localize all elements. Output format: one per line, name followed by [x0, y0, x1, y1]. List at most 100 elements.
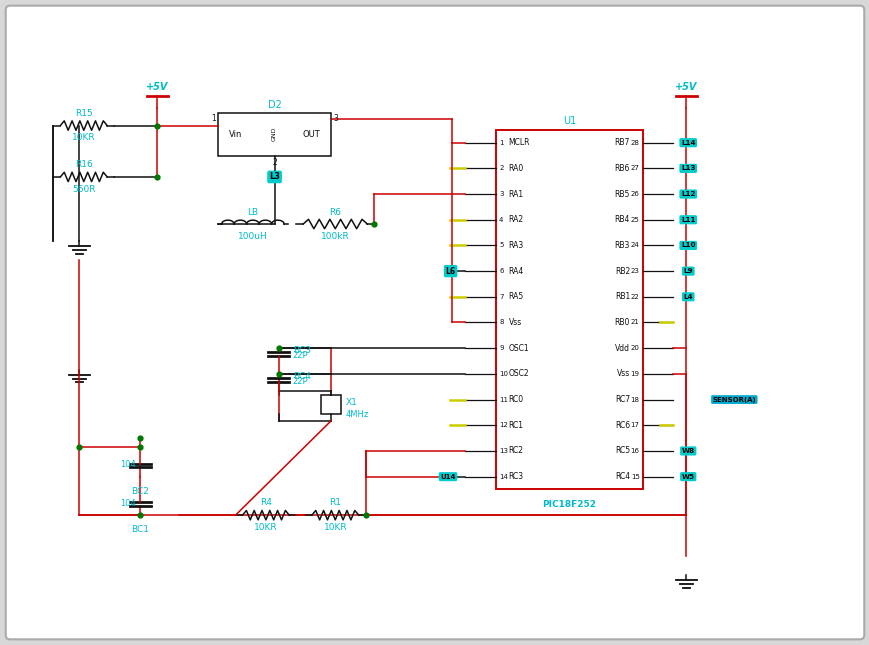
Text: RC0: RC0	[508, 395, 523, 404]
Text: RA3: RA3	[508, 241, 523, 250]
Text: U14: U14	[440, 473, 455, 480]
Text: Vin: Vin	[229, 130, 242, 139]
Text: 2: 2	[272, 158, 276, 167]
Text: 20: 20	[630, 345, 639, 351]
Text: 18: 18	[630, 397, 639, 402]
Text: 24: 24	[630, 243, 639, 248]
Text: L3: L3	[269, 172, 280, 181]
FancyBboxPatch shape	[6, 6, 863, 639]
Text: 1: 1	[499, 140, 503, 146]
Text: 15: 15	[630, 473, 639, 480]
Text: OSC1: OSC1	[508, 344, 528, 353]
Text: BC2: BC2	[131, 487, 149, 496]
Text: GND: GND	[272, 127, 276, 141]
Text: 104: 104	[120, 499, 136, 508]
Text: 4: 4	[499, 217, 503, 223]
Bar	[320, 395, 341, 414]
Text: 560R: 560R	[72, 184, 96, 194]
Bar	[495, 130, 642, 490]
Text: W5: W5	[681, 473, 694, 480]
Text: 11: 11	[499, 397, 507, 402]
Text: 12: 12	[499, 422, 507, 428]
Text: 8: 8	[499, 319, 503, 326]
Text: RC2: RC2	[508, 446, 523, 455]
Text: OUT: OUT	[302, 130, 320, 139]
Text: RB7: RB7	[614, 138, 629, 147]
Text: R4: R4	[260, 499, 271, 508]
Text: RB3: RB3	[614, 241, 629, 250]
Text: 10KR: 10KR	[254, 523, 277, 532]
Text: RC5: RC5	[614, 446, 629, 455]
Text: 26: 26	[630, 191, 639, 197]
Text: 10: 10	[499, 371, 507, 377]
Text: 22P: 22P	[293, 352, 308, 361]
Text: PIC18F252: PIC18F252	[541, 500, 596, 509]
Text: MCLR: MCLR	[508, 138, 529, 147]
Text: 2: 2	[499, 165, 503, 172]
Text: RB4: RB4	[614, 215, 629, 224]
Text: L12: L12	[680, 191, 694, 197]
Text: Vss: Vss	[616, 370, 629, 379]
Text: L10: L10	[680, 243, 694, 248]
Text: RA5: RA5	[508, 292, 523, 301]
Text: SENSOR(A): SENSOR(A)	[712, 397, 755, 402]
Text: L4: L4	[683, 294, 693, 300]
Text: 10KR: 10KR	[323, 523, 347, 532]
Text: +5V: +5V	[674, 82, 697, 92]
Text: 27: 27	[630, 165, 639, 172]
Text: RA1: RA1	[508, 190, 523, 199]
Text: 28: 28	[630, 140, 639, 146]
Text: L11: L11	[680, 217, 694, 223]
Text: 17: 17	[630, 422, 639, 428]
Text: RB0: RB0	[614, 318, 629, 327]
Text: +5V: +5V	[146, 82, 169, 92]
Bar	[218, 113, 330, 155]
Text: R6: R6	[328, 208, 341, 217]
Text: 22: 22	[630, 294, 639, 300]
Text: OSC2: OSC2	[508, 370, 528, 379]
Text: U1: U1	[562, 116, 575, 126]
Text: 16: 16	[630, 448, 639, 454]
Text: RC3: RC3	[508, 472, 523, 481]
Text: 13: 13	[499, 448, 507, 454]
Text: 19: 19	[630, 371, 639, 377]
Text: Vss: Vss	[508, 318, 521, 327]
Text: BC1: BC1	[131, 526, 149, 535]
Text: RA0: RA0	[508, 164, 523, 173]
Text: 1: 1	[210, 114, 216, 123]
Text: 23: 23	[630, 268, 639, 274]
Text: BC3: BC3	[293, 346, 310, 355]
Text: 3: 3	[333, 114, 338, 123]
Text: RC1: RC1	[508, 421, 523, 430]
Text: 104: 104	[120, 460, 136, 469]
Text: D2: D2	[268, 100, 282, 110]
Text: L14: L14	[680, 140, 694, 146]
Text: 100kR: 100kR	[321, 232, 349, 241]
Text: Vdd: Vdd	[614, 344, 629, 353]
Text: RC7: RC7	[614, 395, 629, 404]
Text: RB6: RB6	[614, 164, 629, 173]
Text: 100uH: 100uH	[238, 232, 268, 241]
Text: 3: 3	[499, 191, 503, 197]
Text: RA4: RA4	[508, 266, 523, 275]
Text: LB: LB	[247, 208, 258, 217]
Text: R16: R16	[75, 160, 92, 169]
Text: 22P: 22P	[293, 377, 308, 386]
Text: L13: L13	[680, 165, 694, 172]
Text: 21: 21	[630, 319, 639, 326]
Text: L6: L6	[445, 266, 455, 275]
Text: RC6: RC6	[614, 421, 629, 430]
Text: 4MHz: 4MHz	[345, 410, 368, 419]
Text: R15: R15	[75, 109, 92, 118]
Text: R1: R1	[328, 499, 341, 508]
Text: 25: 25	[630, 217, 639, 223]
Text: RB5: RB5	[614, 190, 629, 199]
Text: BC4: BC4	[293, 372, 310, 381]
Text: 10KR: 10KR	[72, 134, 96, 143]
Text: W8: W8	[681, 448, 694, 454]
Text: 6: 6	[499, 268, 503, 274]
Text: L9: L9	[683, 268, 693, 274]
Text: RA2: RA2	[508, 215, 523, 224]
Text: RB2: RB2	[614, 266, 629, 275]
Text: 9: 9	[499, 345, 503, 351]
